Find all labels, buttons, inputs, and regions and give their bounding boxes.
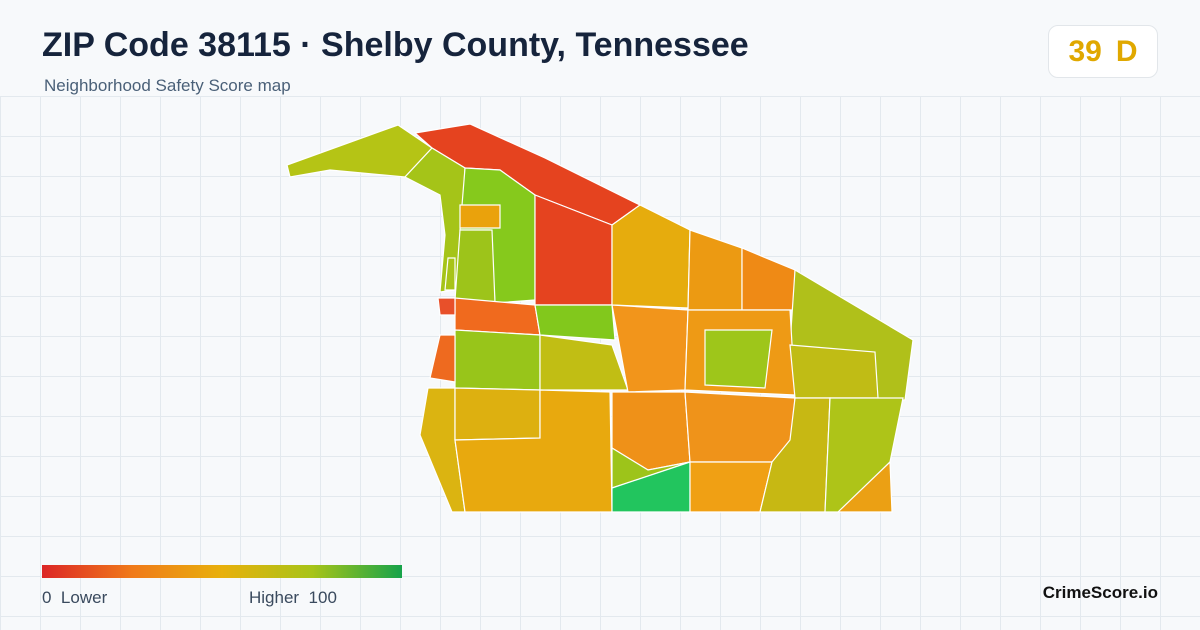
legend-gradient (42, 565, 402, 578)
area (454, 387, 541, 441)
legend-max-label: Higher (249, 588, 300, 607)
legend-min-label: Lower (60, 588, 108, 607)
score-grade: D (1115, 34, 1138, 68)
title: ZIP Code 38115 · Shelby County, Tennesse… (42, 26, 749, 64)
area (741, 247, 796, 311)
area (789, 344, 879, 399)
area (404, 147, 466, 293)
area (454, 329, 541, 391)
area (704, 329, 773, 389)
area (454, 297, 541, 336)
brand: CrimeScore.io (1042, 583, 1158, 602)
legend-min: 0 (42, 588, 52, 607)
area (534, 304, 616, 341)
subtitle: Neighborhood Safety Score map (44, 76, 291, 95)
legend-max: 100 (308, 588, 337, 607)
area (539, 334, 629, 391)
area (444, 257, 456, 291)
area (611, 204, 691, 309)
area (684, 391, 796, 463)
area (437, 297, 456, 316)
area (454, 229, 496, 304)
area (836, 460, 893, 513)
area (689, 461, 773, 513)
area (286, 124, 433, 178)
score-value: 39 (1068, 34, 1102, 68)
legend-high: Higher 100 (249, 588, 337, 608)
area (454, 389, 613, 513)
legend-low: 0 Lower (42, 588, 107, 608)
area (687, 229, 743, 311)
score-badge: 39 D (1048, 25, 1158, 78)
area (429, 334, 456, 383)
area (459, 204, 501, 229)
